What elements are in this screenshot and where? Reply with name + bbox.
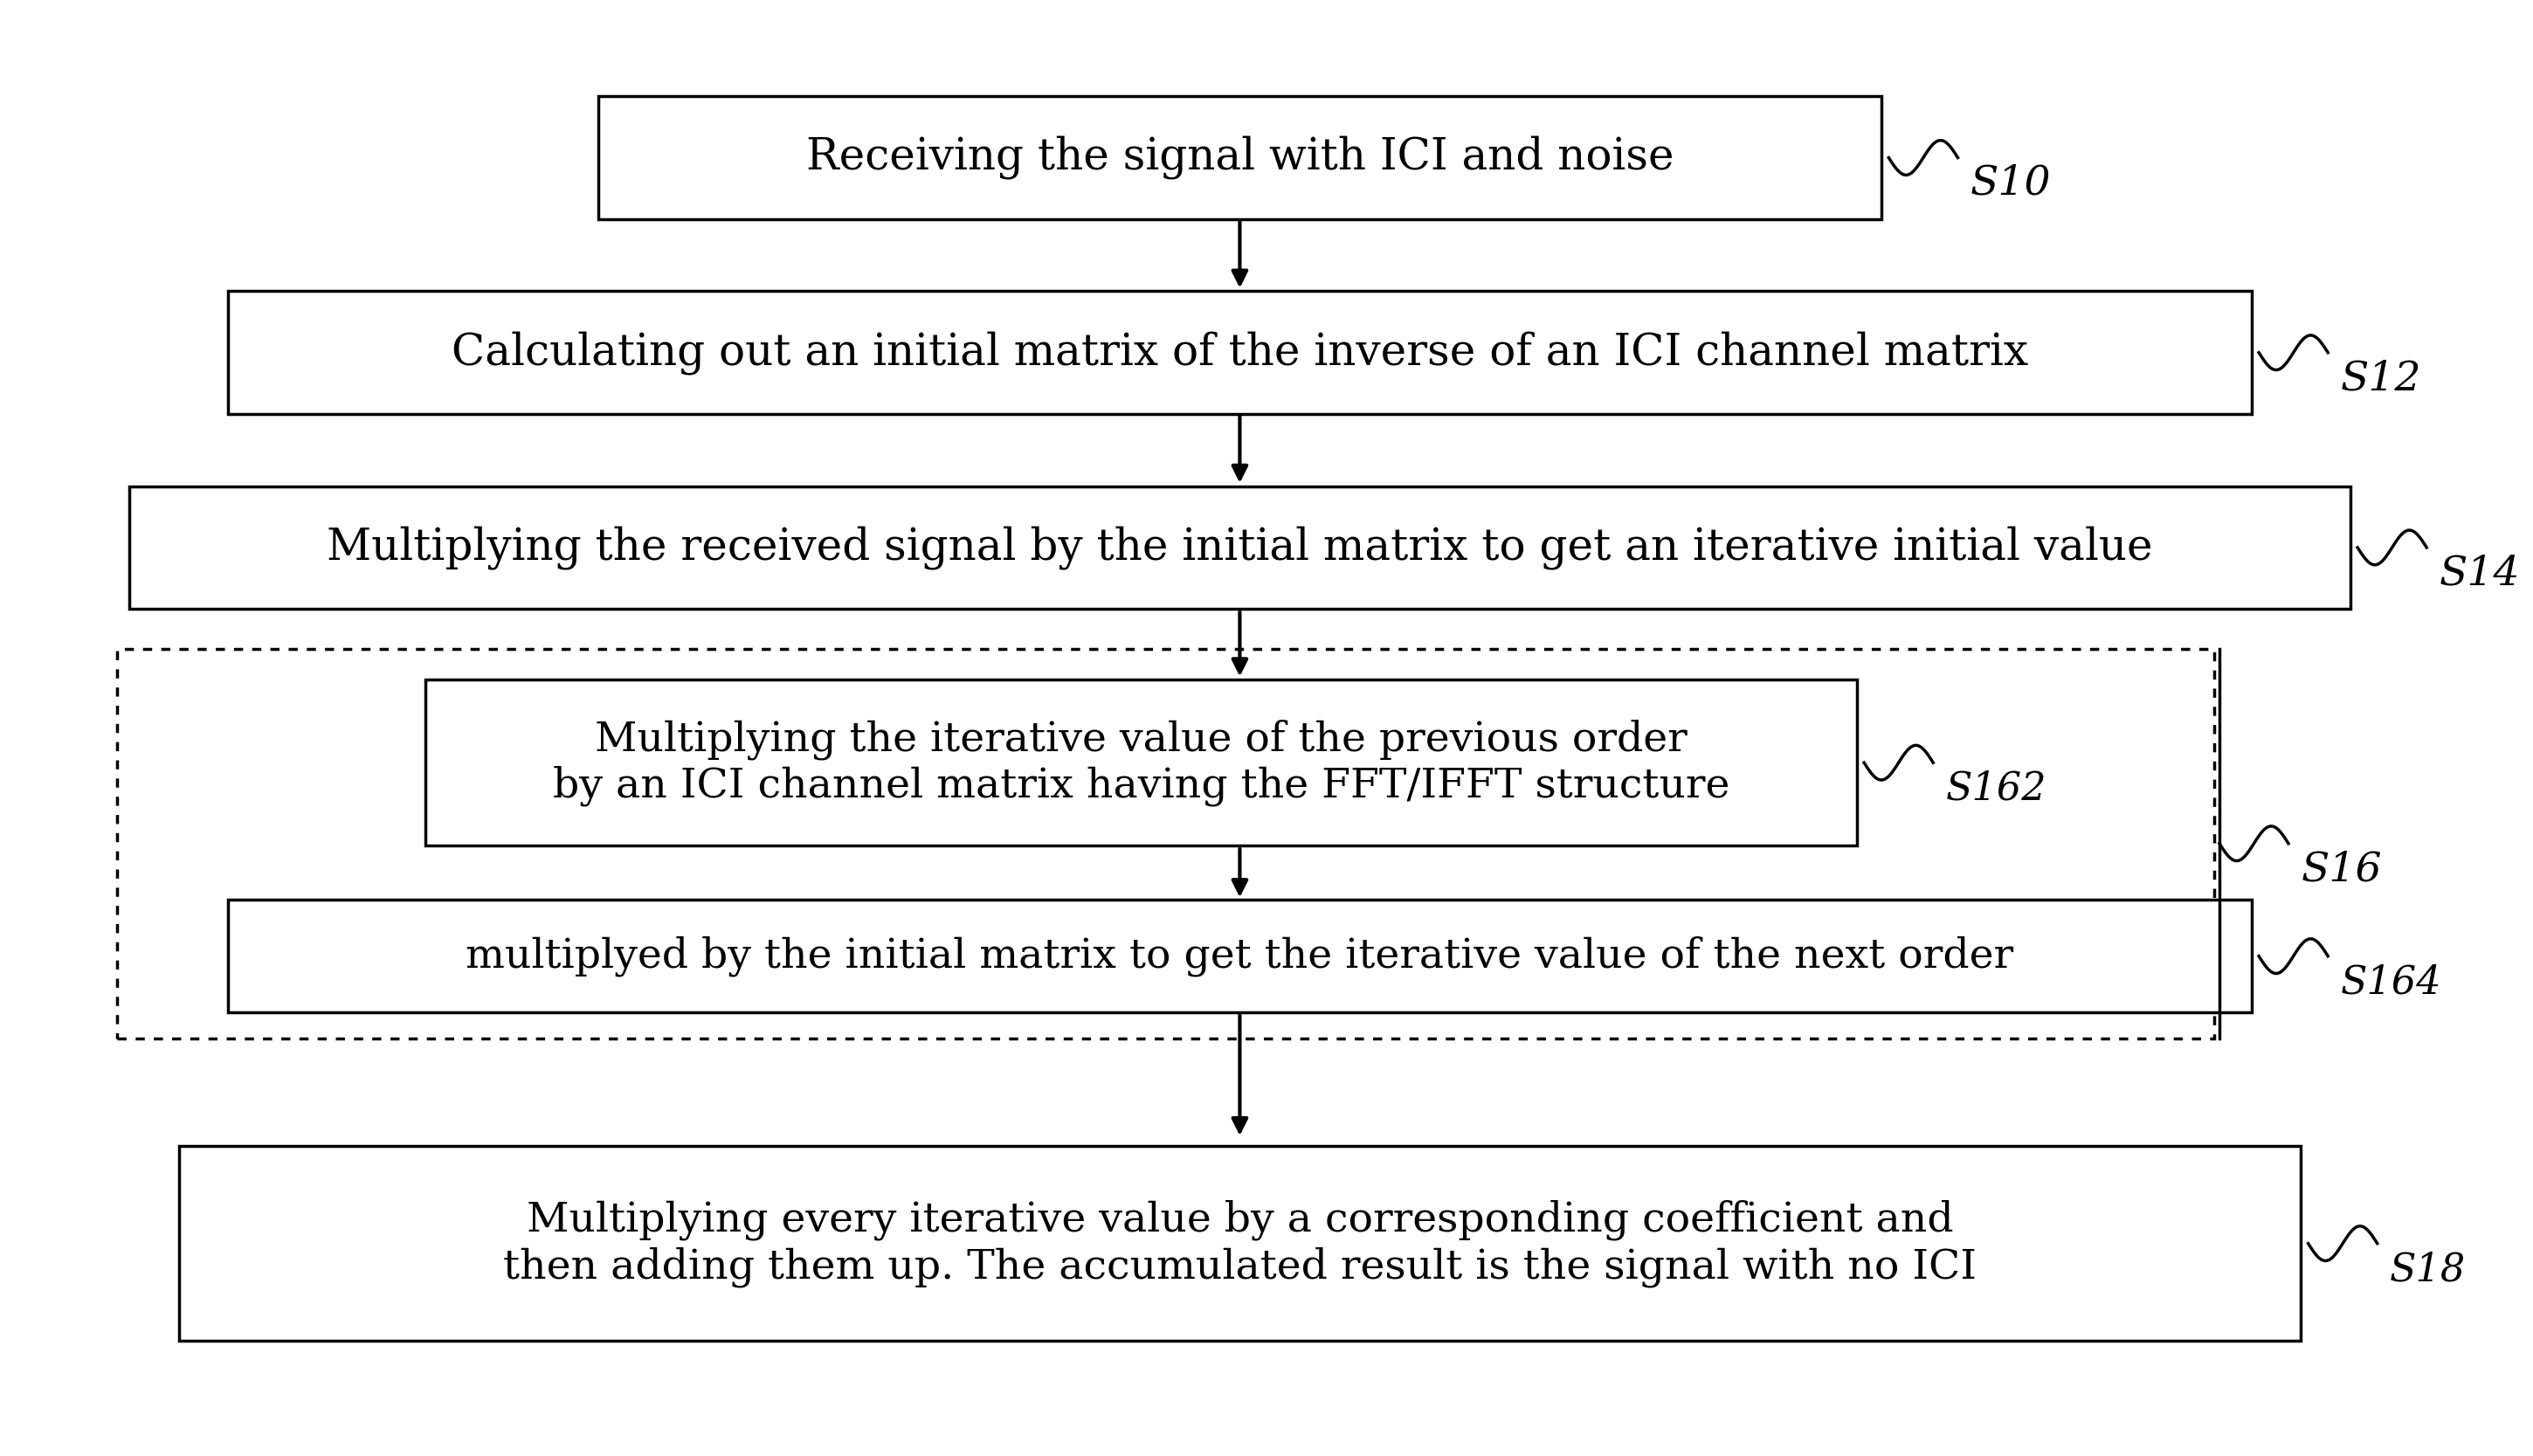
Text: S18: S18 xyxy=(2389,1251,2465,1289)
Bar xyxy=(228,900,2252,1012)
Text: S162: S162 xyxy=(1945,770,2047,808)
Text: Multiplying the received signal by the initial matrix to get an iterative initia: Multiplying the received signal by the i… xyxy=(327,526,2153,569)
Text: multiplyed by the initial matrix to get the iterative value of the next order: multiplyed by the initial matrix to get … xyxy=(466,936,2014,977)
Text: S16: S16 xyxy=(2300,850,2381,890)
Text: Calculating out an initial matrix of the inverse of an ICI channel matrix: Calculating out an initial matrix of the… xyxy=(451,331,2029,374)
Text: Receiving the signal with ICI and noise: Receiving the signal with ICI and noise xyxy=(805,135,1674,179)
Text: Multiplying every iterative value by a corresponding coefficient and
then adding: Multiplying every iterative value by a c… xyxy=(504,1200,1976,1287)
Text: S14: S14 xyxy=(2439,553,2520,593)
Text: S12: S12 xyxy=(2340,358,2422,399)
Text: S164: S164 xyxy=(2340,964,2442,1000)
Bar xyxy=(117,648,2214,1038)
Bar xyxy=(426,680,1857,846)
Bar xyxy=(228,291,2252,414)
Text: Multiplying the iterative value of the previous order
by an ICI channel matrix h: Multiplying the iterative value of the p… xyxy=(552,719,1730,807)
Text: S10: S10 xyxy=(1971,165,2052,204)
Bar xyxy=(180,1146,2300,1341)
Bar xyxy=(598,96,1882,218)
Bar xyxy=(129,486,2351,609)
